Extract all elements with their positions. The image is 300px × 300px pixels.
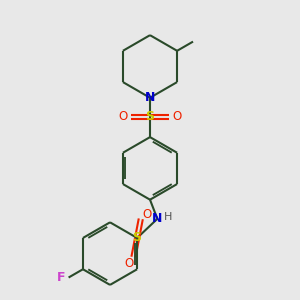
Text: O: O xyxy=(172,110,182,123)
Text: F: F xyxy=(57,271,65,284)
Text: N: N xyxy=(152,212,163,225)
Text: S: S xyxy=(133,232,142,244)
Text: O: O xyxy=(124,257,134,270)
Text: O: O xyxy=(143,208,152,221)
Text: H: H xyxy=(164,212,172,222)
Text: O: O xyxy=(118,110,128,123)
Text: N: N xyxy=(145,91,155,104)
Text: S: S xyxy=(146,110,154,123)
